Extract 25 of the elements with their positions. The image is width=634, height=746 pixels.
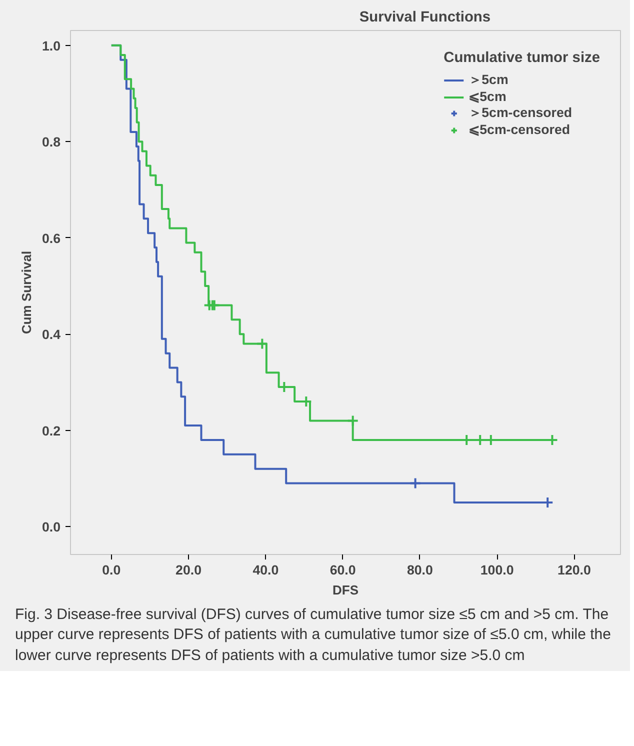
legend-label: ＞5cm-censored: [468, 104, 572, 122]
y-tick-label: 1.0: [42, 38, 61, 54]
legend-label: ＞5cm: [468, 71, 508, 89]
y-tick-label: 0.4: [42, 327, 62, 342]
y-tick-label: 0.6: [42, 230, 61, 246]
x-axis-title: DFS: [332, 582, 359, 598]
point: [256, 338, 268, 350]
x-tick-label: 100.0: [480, 562, 514, 578]
x-tick-label: 80.0: [406, 562, 433, 578]
y-tick-label: 0.2: [42, 423, 61, 438]
legend-label: ⩽5cm-censored: [468, 122, 570, 137]
x-tick-label: 40.0: [252, 562, 279, 578]
x-tick-label: 120.0: [558, 562, 591, 578]
point: [346, 414, 359, 427]
legend-label: ⩽5cm: [468, 89, 506, 104]
y-tick-label: 0.0: [42, 520, 61, 535]
x-tick-label: 20.0: [176, 562, 202, 578]
chart-title: Survival Functions: [359, 10, 491, 26]
point: [409, 477, 422, 490]
x-tick-label: 0.0: [102, 562, 121, 578]
legend-title: Cumulative tumor size: [444, 50, 600, 66]
caption: Fig. 3 Disease-free survival (DFS) curves of cumulative tumor size ≤5 cm and >5 cm. The upper curve represents DFS of patients with a cumulative tumor size of ≤5.0 cm, while the lower curve represents DFS of patients with a cumulative tumor size >5.0 cm: [15, 605, 612, 666]
y-tick-label: 0.8: [42, 134, 61, 150]
y-axis-title: Cum Survival: [18, 250, 34, 334]
x-tick-label: 60.0: [330, 562, 356, 578]
